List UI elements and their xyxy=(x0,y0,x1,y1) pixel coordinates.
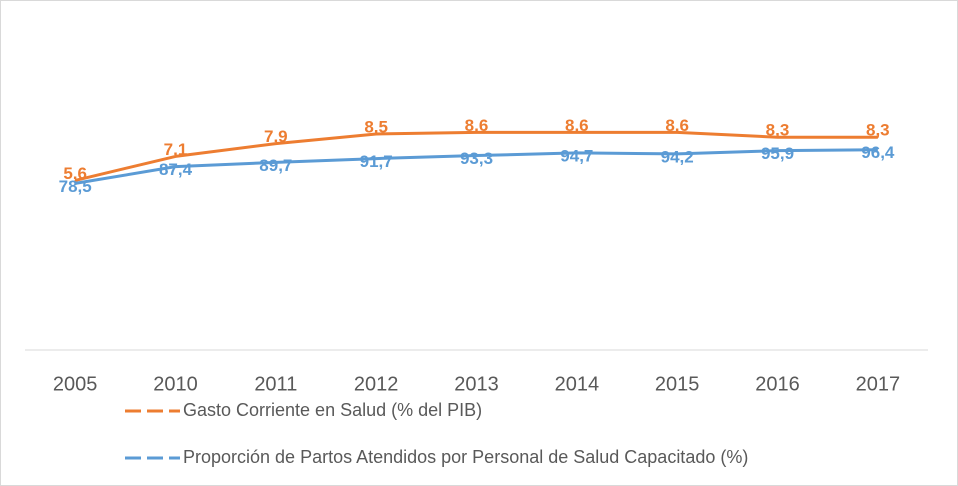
data-label: 8,6 xyxy=(465,116,489,135)
x-tick-label: 2014 xyxy=(555,373,600,395)
data-label: 93,3 xyxy=(460,149,493,168)
x-tick-label: 2016 xyxy=(755,373,800,395)
x-tick-label: 2015 xyxy=(655,373,700,395)
series-line xyxy=(74,130,878,182)
data-label: 8,3 xyxy=(866,121,890,140)
x-tick-label: 2010 xyxy=(153,373,198,395)
x-tick-label: 2011 xyxy=(254,373,297,395)
data-label: 8,5 xyxy=(364,117,388,136)
data-label: 8,6 xyxy=(665,116,689,135)
data-label: 7,1 xyxy=(164,140,188,159)
legend-label: Gasto Corriente en Salud (% del PIB) xyxy=(183,400,482,420)
legend-label: Proporción de Partos Atendidos por Perso… xyxy=(183,447,748,467)
x-tick-label: 2012 xyxy=(354,373,399,395)
data-label: 87,4 xyxy=(159,160,193,179)
data-label: 95,9 xyxy=(761,144,794,163)
x-tick-label: 2005 xyxy=(53,373,98,395)
x-tick-label: 2017 xyxy=(856,373,901,395)
data-label: 5,6 xyxy=(63,164,87,183)
data-label: 89,7 xyxy=(259,156,292,175)
data-label: 91,7 xyxy=(360,152,393,171)
data-label: 94,7 xyxy=(560,146,593,165)
data-label: 96,4 xyxy=(861,143,895,162)
data-label: 8,6 xyxy=(565,116,589,135)
series-line xyxy=(74,148,878,185)
data-label: 7,9 xyxy=(264,127,288,146)
data-label: 94,2 xyxy=(661,147,694,166)
x-tick-label: 2013 xyxy=(454,373,499,395)
data-label: 78,5 xyxy=(59,177,92,196)
data-label: 8,3 xyxy=(766,121,790,140)
